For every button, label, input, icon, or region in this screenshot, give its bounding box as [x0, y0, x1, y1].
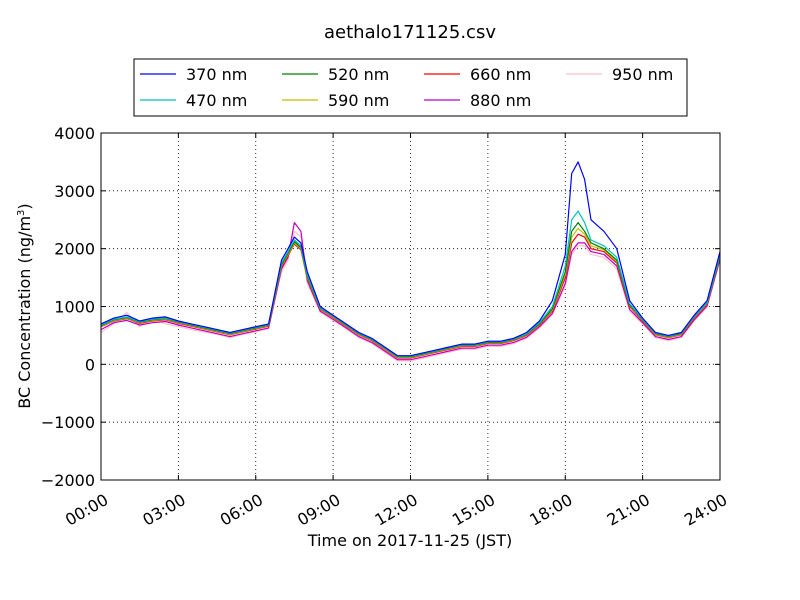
x-tick-label: 24:00 [681, 490, 730, 530]
y-tick-label: 0 [85, 355, 95, 374]
series-line-370-nm [100, 161, 721, 357]
x-tick-label: 06:00 [217, 490, 266, 530]
legend: 370 nm 470 nm 520 nm 590 nm 660 nm 880 nm 950 … [133, 58, 688, 117]
x-axis-label: Time on 2017-11-25 (JST) [307, 531, 512, 550]
y-tick-label: 4000 [54, 124, 95, 143]
x-tick-label: 18:00 [526, 490, 575, 530]
series-lines [100, 161, 721, 362]
y-axis-label: BC Concentration (ng/m3) [15, 203, 34, 408]
legend-label: 370 nm [186, 65, 247, 84]
legend-label: 950 nm [612, 65, 673, 84]
legend-label: 470 nm [186, 91, 247, 110]
y-axis-label-main: BC Concentration (ng/m [15, 216, 34, 409]
x-tick-label: 03:00 [139, 490, 188, 530]
legend-label: 520 nm [328, 65, 389, 84]
y-tick-label: 1000 [54, 298, 95, 317]
legend-label: 590 nm [328, 91, 389, 110]
y-tick-label: −2000 [41, 471, 95, 490]
x-tick-label: 12:00 [371, 490, 420, 530]
legend-frame [133, 58, 688, 117]
legend-label: 660 nm [470, 65, 531, 84]
y-tick-label: 3000 [54, 182, 95, 201]
series-line-950-nm [100, 230, 721, 362]
series-line-880-nm [100, 222, 721, 361]
series-line-470-nm [100, 210, 721, 357]
chart-title: aethalo171125.csv [324, 22, 496, 43]
y-axis-label-sup: 3 [16, 210, 27, 216]
axis-ticks: 00:00 03:00 06:00 09:00 12:00 15:00 18:00 21:00… [41, 124, 731, 530]
x-tick-label: 00:00 [62, 490, 111, 530]
x-tick-label: 21:00 [604, 490, 653, 530]
x-tick-label: 15:00 [449, 490, 498, 530]
legend-label: 880 nm [470, 91, 531, 110]
y-axis-label-tail: ) [15, 203, 34, 209]
grid-lines [100, 132, 721, 481]
x-tick-label: 09:00 [294, 490, 343, 530]
y-tick-label: −1000 [41, 413, 95, 432]
y-tick-label: 2000 [54, 240, 95, 259]
